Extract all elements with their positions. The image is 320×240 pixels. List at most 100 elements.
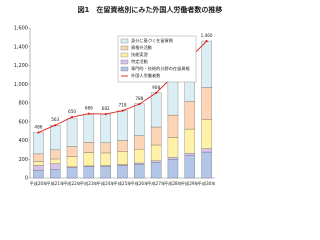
bar-segment [201, 119, 212, 149]
bar-segment [100, 152, 111, 166]
bar-segment [50, 125, 61, 151]
legend-box [117, 35, 197, 83]
x-tick-label: 平成25年 [114, 180, 132, 187]
total-point [70, 115, 74, 119]
bar-segment [134, 164, 145, 179]
legend-label: 特定活動 [131, 58, 148, 65]
bar-segment [134, 149, 145, 164]
legend-label: 身分に基づく在留資格 [131, 37, 174, 44]
total-label: 563 [51, 117, 59, 122]
bar-segment [100, 113, 111, 143]
x-tick-label: 平成22年 [63, 180, 81, 187]
total-point [87, 112, 90, 115]
bar-segment [117, 151, 128, 165]
x-tick-label: 平成20年 [29, 180, 47, 187]
bar-segment [33, 165, 44, 171]
x-tick-label: 平成21年 [46, 180, 64, 187]
bar-segment [150, 126, 162, 146]
chart: 図1 在留資格別にみた外国人労働者数の推移 0 200 400 600 800 1,000… [14, 5, 223, 187]
x-tick-label: 平成28年 [164, 180, 182, 187]
bar-segment [66, 146, 78, 157]
bar-segment [66, 156, 78, 167]
legend-swatch [120, 45, 129, 51]
bar-segment [167, 157, 179, 160]
bar-segment [184, 101, 195, 130]
x-tick-label: 平成24年 [97, 180, 115, 187]
bar-segment [150, 144, 162, 161]
bar-segment [100, 166, 111, 179]
bar-segment [150, 92, 162, 128]
total-label: 1,460 [201, 33, 213, 38]
bar-segment [167, 114, 179, 138]
bar-segment [33, 132, 44, 155]
bar-segment [201, 151, 212, 179]
y-tick-label: 400 [18, 138, 28, 144]
total-label: 908 [152, 85, 160, 90]
y-tick-label: 1,600 [14, 26, 28, 32]
y-tick-label: 200 [18, 157, 28, 163]
x-tick-label: 平成30年 [198, 180, 216, 187]
bar-segment [50, 149, 61, 160]
legend-swatch [120, 59, 129, 65]
y-tick-label: 800 [18, 101, 28, 107]
bar-segment [66, 167, 78, 179]
bar-segment [150, 162, 162, 179]
bar-segment [83, 166, 95, 179]
y-tick-label: 1,000 [14, 82, 28, 88]
total-point [104, 112, 107, 116]
bar-segment [33, 161, 44, 166]
total-point [121, 109, 124, 112]
bar-segment [117, 165, 128, 179]
total-label: 682 [102, 106, 110, 111]
bar-segment [150, 160, 162, 163]
chart-title: 図1 在留資格別にみた外国人労働者数の推移 [78, 5, 223, 14]
bar-segment [33, 169, 44, 179]
legend-swatch [120, 38, 129, 44]
total-point [37, 131, 40, 134]
bar-segment [117, 110, 128, 141]
bar-segment [83, 142, 95, 153]
bar-segment [201, 148, 212, 153]
total-point [138, 103, 141, 106]
x-tick-label: 平成26年 [130, 180, 148, 187]
bar-segment [134, 162, 145, 165]
legend-label: 技能実習 [131, 51, 148, 58]
bar-segment [134, 135, 145, 150]
bar-segment [167, 159, 179, 179]
bar-segment [184, 153, 195, 156]
total-label: 650 [68, 109, 76, 114]
bar-segment [83, 152, 95, 167]
total-point [155, 91, 158, 94]
total-label: 718 [119, 103, 127, 108]
x-tick-label: 平成23年 [80, 180, 98, 187]
bar-segment [134, 103, 145, 136]
total-point [205, 40, 208, 43]
legend-swatch [120, 52, 129, 58]
bar-segment [33, 153, 44, 162]
bar-segment [117, 140, 128, 152]
legend-swatch [120, 66, 129, 72]
bar-segment [184, 128, 195, 154]
y-tick-label: 600 [18, 119, 28, 125]
total-label: 686 [85, 106, 93, 111]
legend-label: 専門的・技術的分野の在留資格 [131, 65, 190, 72]
bar-segment [50, 158, 61, 164]
total-label: 486 [34, 124, 42, 129]
total-label: 788 [135, 96, 143, 101]
y-tick-label: 0 [25, 176, 28, 182]
total-point [54, 124, 57, 127]
bar-segment [50, 169, 61, 179]
bar-segment [50, 163, 61, 170]
y-tick-label: 1,400 [14, 44, 28, 50]
bar-segment [167, 137, 179, 158]
bar-segment [100, 142, 111, 154]
bar-segment [201, 40, 212, 88]
bar-segment [184, 155, 195, 179]
bar-segment [66, 118, 78, 147]
legend-label: 外国人労働者数 [131, 72, 161, 79]
legend-label: 資格外活動 [131, 44, 152, 51]
x-tick-label: 平成29年 [181, 180, 199, 187]
x-tick-label: 平成27年 [147, 180, 165, 187]
bar-segment [83, 113, 95, 143]
bar-segment [201, 87, 212, 120]
